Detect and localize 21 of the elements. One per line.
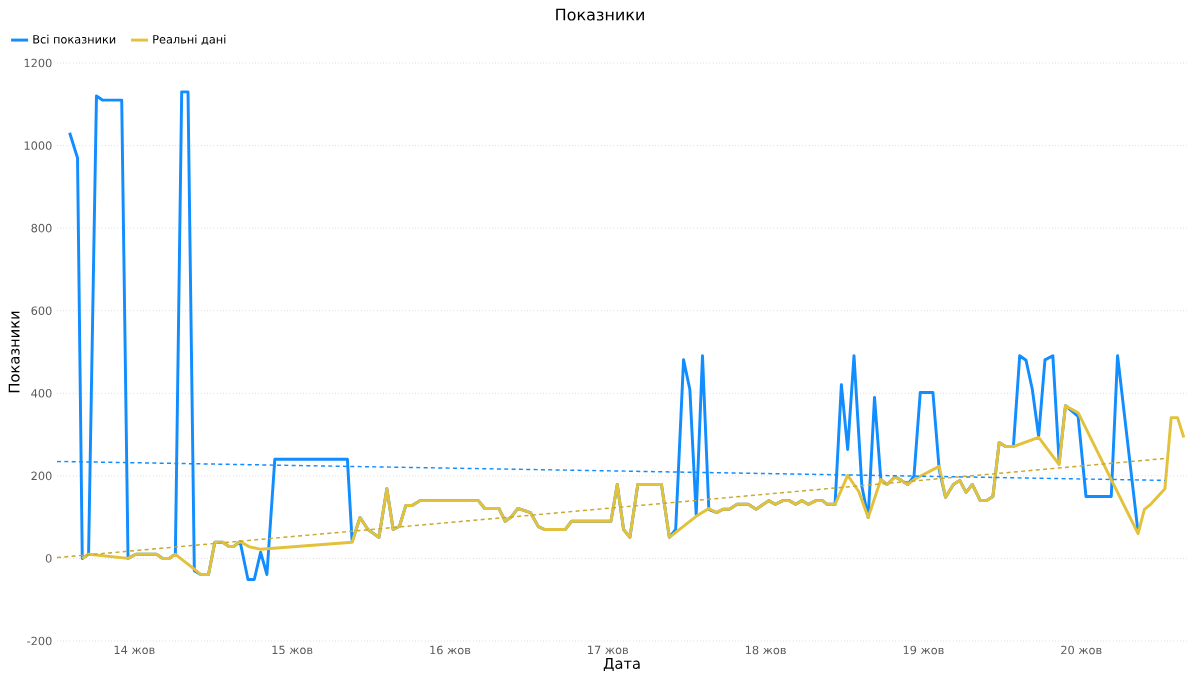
x-tick-label: 14 жов <box>114 645 155 655</box>
y-tick-label: 200 <box>31 471 52 481</box>
y-tick-label: 800 <box>31 223 52 233</box>
x-tick-label: 16 жов <box>430 645 471 655</box>
legend-label: Всі показники <box>33 34 116 44</box>
y-tick-label: 0 <box>45 554 52 563</box>
y-tick-label: 1000 <box>24 141 52 150</box>
chart-title: Показники <box>556 8 644 21</box>
x-axis-title: Дата <box>603 658 640 672</box>
x-tick-label: 19 жов <box>903 645 944 655</box>
x-tick-label: 18 жов <box>745 645 786 655</box>
x-tick-label: 15 жов <box>272 645 313 655</box>
x-tick-label: 20 жов <box>1061 645 1102 655</box>
legend-label: Реальні дані <box>153 34 226 45</box>
y-axis-title: Показники <box>8 311 20 393</box>
x-tick-label: 17 жов <box>588 645 629 655</box>
y-tick-label: 400 <box>31 388 52 398</box>
y-tick-label: 1200 <box>24 58 52 68</box>
line-series <box>80 404 1186 576</box>
y-tick-label: 600 <box>31 306 52 315</box>
y-tick-label: -200 <box>27 636 52 646</box>
